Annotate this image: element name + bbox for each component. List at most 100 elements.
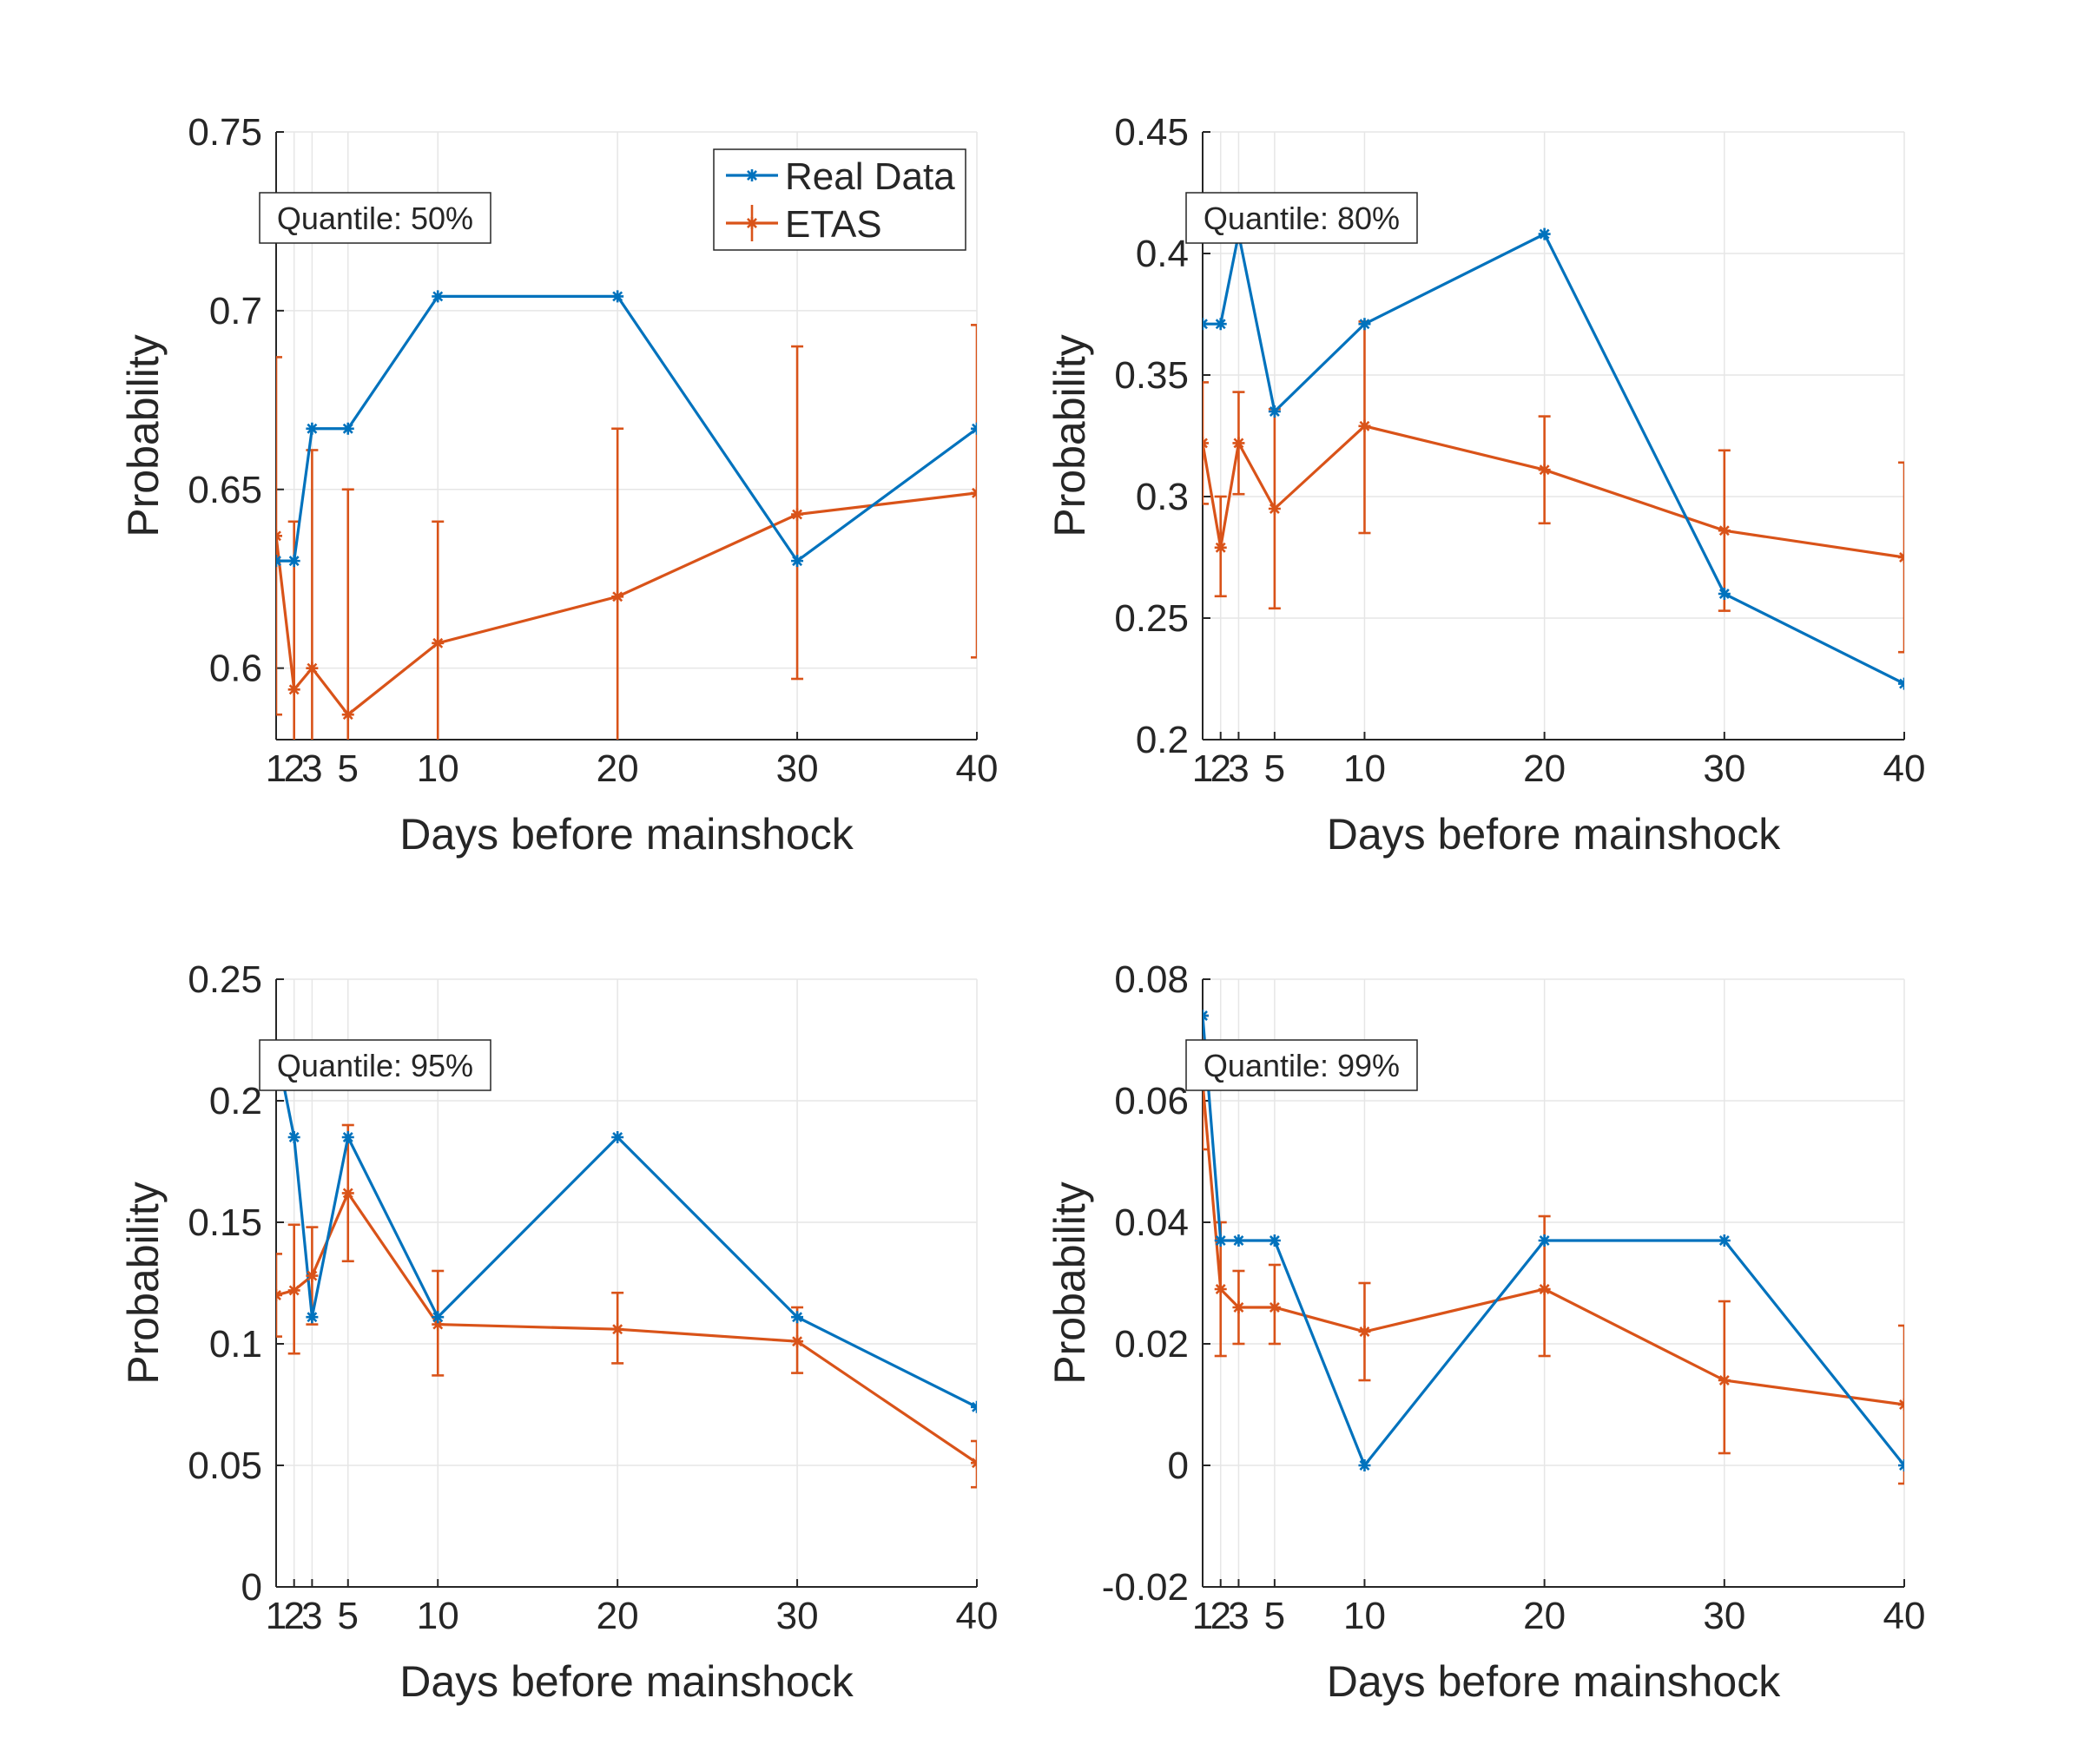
etas-point — [341, 1187, 354, 1200]
x-tick-label: 40 — [956, 1595, 999, 1637]
x-tick-label: 10 — [1343, 747, 1386, 790]
quantile-annotation-box — [259, 1039, 491, 1091]
y-tick-label: 0.08 — [1114, 958, 1189, 1001]
etas-point — [611, 590, 624, 603]
x-tick-label: 3 — [1228, 747, 1249, 790]
etas-point — [1268, 503, 1281, 515]
x-tick-label: 2 — [1210, 1595, 1230, 1637]
real-data-point — [1268, 1234, 1281, 1247]
panel-3: 123 5 10 20 30 40 0 0.05 0.1 0.15 0.2 0.25 Days befo… — [119, 958, 998, 1706]
x-tick-label: 10 — [1343, 1595, 1386, 1637]
etas-point — [791, 508, 804, 521]
real-data-line — [276, 294, 977, 563]
real-data-point — [1232, 1234, 1245, 1247]
etas-point — [1358, 1326, 1371, 1338]
x-tick-label: 2 — [1210, 747, 1230, 790]
quantile-annotation-text: Quantile: 99% — [1204, 1048, 1400, 1083]
x-tick-label: 30 — [1703, 1595, 1745, 1637]
quantile-annotation: Quantile: 99% — [1185, 1039, 1418, 1091]
etas-point — [1718, 1374, 1731, 1386]
etas-point — [1718, 524, 1731, 537]
x-axis-label: Days before mainshock — [399, 1657, 854, 1706]
legend-real-marker — [746, 169, 758, 181]
real-data-point — [1214, 1234, 1227, 1247]
x-tick-label: 3 — [301, 747, 322, 790]
real-data-point — [1358, 318, 1371, 331]
etas-point — [287, 1284, 300, 1297]
x-tick-label: 10 — [417, 747, 459, 790]
panel-1: 123 5 10 20 30 40 0.6 0.65 0.7 0.75 Days before ma… — [119, 111, 999, 859]
real-data-point — [1718, 1234, 1731, 1247]
y-tick-label: -0.02 — [1102, 1566, 1189, 1609]
x-tick-label: 1 — [1192, 747, 1213, 790]
real-data-point — [306, 1311, 319, 1324]
x-axis-label: Days before mainshock — [1327, 1657, 1781, 1706]
y-axis-label: Probability — [1045, 1181, 1094, 1384]
y-tick-label: 0.02 — [1114, 1323, 1189, 1366]
quantile-annotation: Quantile: 50% — [259, 192, 491, 244]
etas-point — [1358, 419, 1371, 432]
panel-4: 123 5 10 20 30 40 -0.02 0 0.02 0.04 0.06 0.08 Days b… — [1045, 958, 1925, 1706]
y-tick-label: 0.6 — [209, 648, 262, 690]
x-tick-label: 20 — [1523, 1595, 1566, 1637]
real-data-point — [611, 1131, 624, 1143]
real-data-line — [1203, 232, 1904, 686]
y-tick-label: 0.7 — [209, 290, 262, 332]
y-tick-label: 0.25 — [1114, 597, 1189, 640]
x-tick-label: 3 — [301, 1595, 322, 1637]
etas-point — [1538, 1283, 1551, 1295]
etas-point — [306, 1269, 319, 1282]
x-tick-label: 2 — [283, 747, 304, 790]
real-data-point — [1718, 588, 1731, 600]
real-data-point — [791, 555, 804, 568]
real-data-point — [1538, 1234, 1551, 1247]
quantile-annotation-text: Quantile: 80% — [1204, 201, 1400, 236]
legend: Real Data ETAS — [713, 148, 966, 251]
x-tick-label: 2 — [283, 1595, 304, 1637]
legend-etas-marker — [746, 217, 758, 229]
y-tick-label: 0.35 — [1114, 354, 1189, 397]
etas-point — [1232, 437, 1245, 450]
y-axis-label: Probability — [119, 1181, 168, 1384]
x-tick-label: 40 — [956, 747, 999, 790]
x-tick-label: 40 — [1883, 1595, 1926, 1637]
etas-line — [1203, 425, 1904, 559]
panel-2-data — [1203, 227, 1904, 690]
etas-point — [306, 662, 319, 675]
y-tick-label: 0 — [241, 1566, 262, 1609]
real-data-line — [276, 1047, 977, 1409]
y-axis-label: Probability — [119, 334, 168, 536]
x-tick-label: 30 — [776, 747, 819, 790]
y-tick-label: 0.2 — [1136, 719, 1189, 761]
real-data-point — [1358, 1459, 1371, 1471]
x-axis-label: Days before mainshock — [1327, 810, 1781, 859]
y-tick-label: 0.45 — [1114, 111, 1189, 154]
real-data-point — [1268, 405, 1281, 418]
real-data-point — [287, 1131, 300, 1143]
quantile-annotation-text: Quantile: 95% — [277, 1048, 473, 1083]
etas-point — [791, 1335, 804, 1348]
real-data-point — [432, 1311, 445, 1324]
x-axis-label: Days before mainshock — [399, 810, 854, 859]
quantile-annotation: Quantile: 80% — [1185, 192, 1418, 244]
etas-point — [611, 1323, 624, 1336]
y-tick-label: 0.25 — [188, 958, 262, 1001]
x-tick-label: 20 — [597, 747, 639, 790]
quantile-annotation: Quantile: 95% — [259, 1039, 491, 1091]
y-axis-label: Probability — [1045, 334, 1094, 536]
y-tick-label: 0.65 — [188, 469, 262, 511]
panel-4-data — [1203, 1010, 1904, 1485]
x-tick-label: 1 — [266, 747, 287, 790]
y-tick-label: 0.05 — [188, 1445, 262, 1487]
y-tick-label: 0.04 — [1114, 1201, 1189, 1244]
panel-2: 123 5 10 20 30 40 0.2 0.25 0.3 0.35 0.4 0.45 Days be… — [1045, 111, 1925, 859]
legend-real-label: Real Data — [785, 155, 955, 198]
real-data-point — [341, 422, 354, 435]
y-tick-label: 0.15 — [188, 1201, 262, 1244]
real-data-point — [306, 422, 319, 435]
panel-3-data — [276, 1041, 977, 1489]
real-data-point — [432, 290, 445, 303]
quantile-annotation-text: Quantile: 50% — [277, 201, 473, 236]
